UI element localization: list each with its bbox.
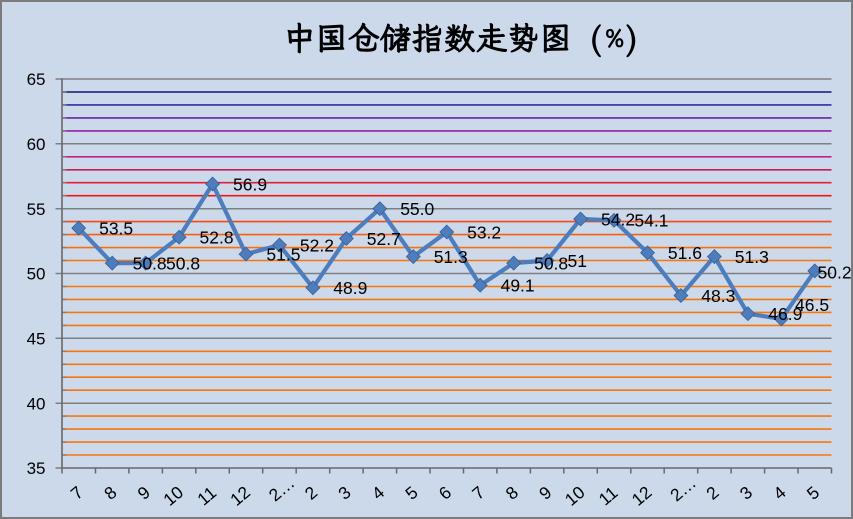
svg-text:48.9: 48.9 bbox=[333, 278, 367, 298]
svg-text:51.3: 51.3 bbox=[434, 247, 468, 267]
svg-text:50: 50 bbox=[27, 265, 46, 284]
svg-text:51: 51 bbox=[568, 251, 587, 271]
svg-text:4: 4 bbox=[368, 482, 389, 504]
svg-text:60: 60 bbox=[27, 135, 46, 154]
svg-text:65: 65 bbox=[27, 70, 46, 89]
svg-text:10: 10 bbox=[159, 482, 187, 510]
svg-text:40: 40 bbox=[27, 394, 46, 413]
svg-text:10: 10 bbox=[561, 482, 589, 510]
svg-text:53.2: 53.2 bbox=[467, 222, 501, 242]
svg-text:8: 8 bbox=[100, 482, 120, 504]
svg-text:52.8: 52.8 bbox=[200, 228, 234, 248]
svg-text:50.8: 50.8 bbox=[133, 253, 167, 273]
svg-text:53.5: 53.5 bbox=[99, 218, 133, 238]
svg-text:7: 7 bbox=[67, 482, 87, 504]
svg-text:48.3: 48.3 bbox=[701, 286, 735, 306]
svg-text:2…: 2… bbox=[666, 472, 700, 505]
svg-text:4: 4 bbox=[769, 482, 790, 504]
svg-text:35: 35 bbox=[27, 459, 46, 478]
svg-text:3: 3 bbox=[736, 482, 756, 504]
svg-text:7: 7 bbox=[468, 482, 488, 504]
svg-text:3: 3 bbox=[334, 482, 354, 504]
svg-text:54.2: 54.2 bbox=[601, 209, 635, 229]
svg-text:11: 11 bbox=[595, 482, 622, 509]
svg-text:12: 12 bbox=[226, 482, 254, 510]
svg-text:51.5: 51.5 bbox=[266, 244, 300, 264]
svg-text:51.6: 51.6 bbox=[668, 243, 702, 263]
svg-text:46.9: 46.9 bbox=[768, 304, 802, 324]
svg-text:2: 2 bbox=[702, 482, 722, 504]
svg-text:46.5: 46.5 bbox=[795, 295, 829, 315]
svg-text:52.7: 52.7 bbox=[367, 229, 401, 249]
svg-text:5: 5 bbox=[803, 482, 823, 504]
svg-text:50.8: 50.8 bbox=[534, 253, 568, 273]
svg-text:5: 5 bbox=[401, 482, 421, 504]
svg-text:50.8: 50.8 bbox=[166, 253, 200, 273]
svg-text:12: 12 bbox=[628, 482, 656, 510]
svg-text:50.2: 50.2 bbox=[818, 263, 852, 283]
svg-text:11: 11 bbox=[193, 482, 220, 509]
svg-text:9: 9 bbox=[134, 482, 154, 504]
svg-text:45: 45 bbox=[27, 329, 46, 348]
svg-text:49.1: 49.1 bbox=[501, 276, 535, 296]
svg-text:56.9: 56.9 bbox=[233, 174, 267, 194]
svg-text:55: 55 bbox=[27, 200, 46, 219]
svg-text:52.2: 52.2 bbox=[300, 235, 334, 255]
svg-text:55.0: 55.0 bbox=[400, 199, 434, 219]
svg-text:51.3: 51.3 bbox=[735, 247, 769, 267]
svg-text:2: 2 bbox=[301, 482, 321, 504]
svg-text:9: 9 bbox=[535, 482, 555, 504]
svg-text:8: 8 bbox=[502, 482, 522, 504]
svg-text:54.1: 54.1 bbox=[634, 211, 668, 231]
svg-text:2…: 2… bbox=[265, 472, 299, 505]
svg-text:6: 6 bbox=[435, 482, 455, 504]
